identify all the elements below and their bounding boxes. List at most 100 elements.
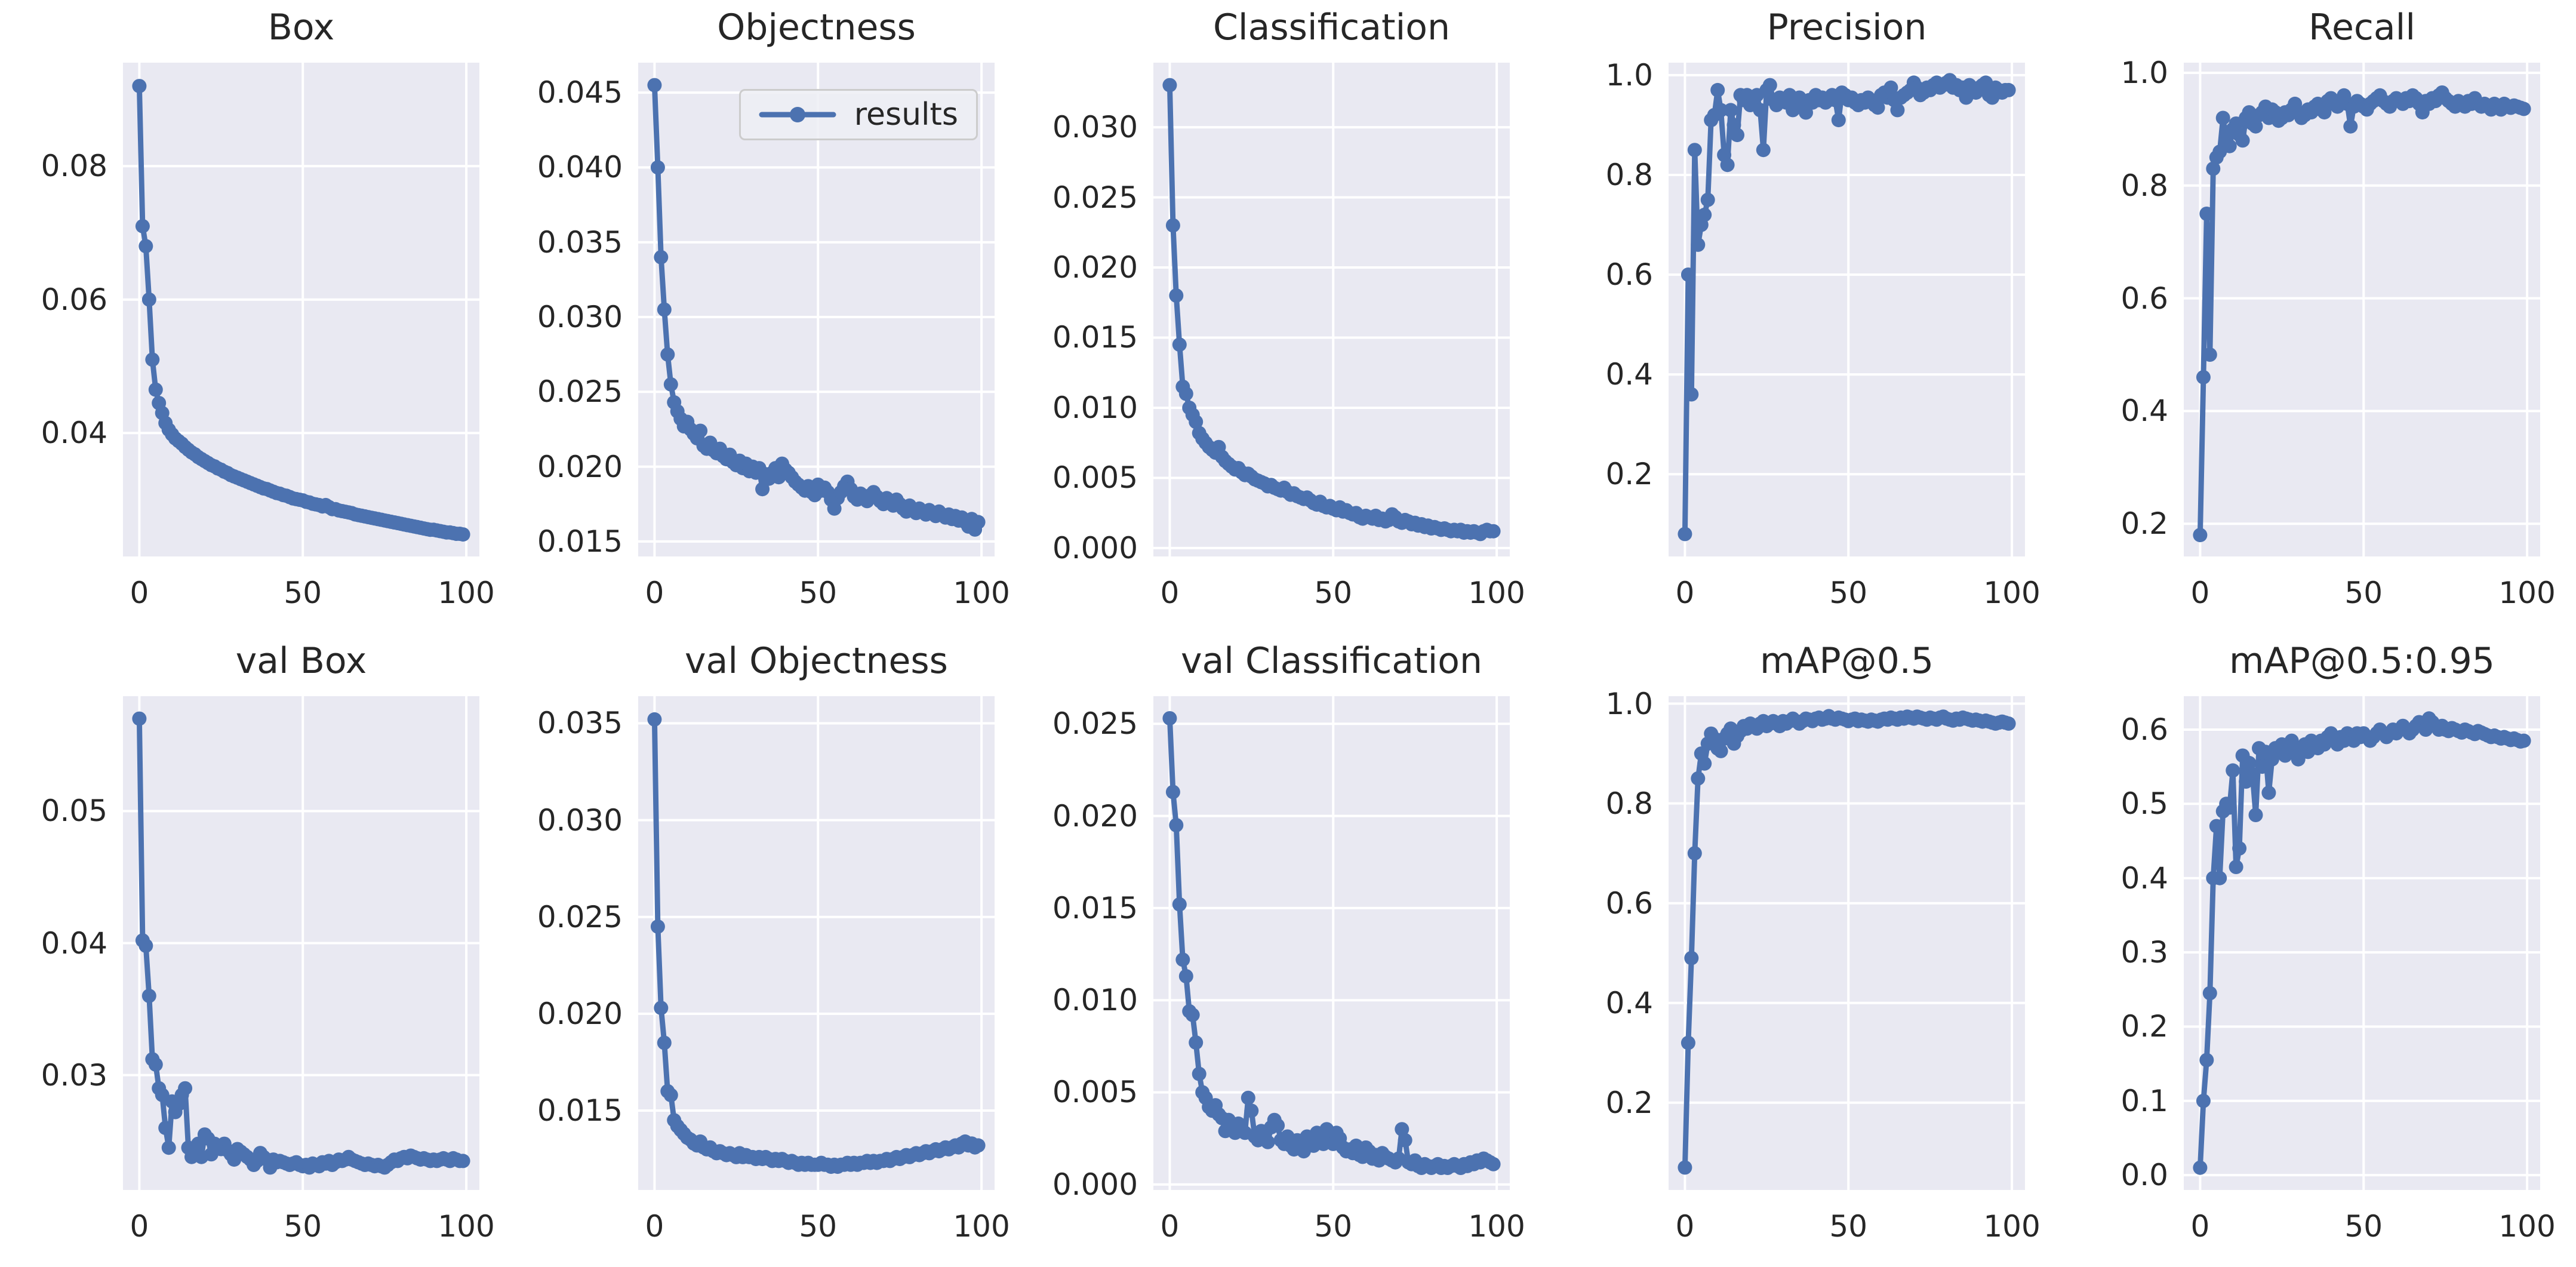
- y-tick-label: 0.005: [1052, 460, 1138, 496]
- y-tick-label: 0.8: [1605, 157, 1653, 192]
- y-tick-label: 0.8: [1605, 786, 1653, 821]
- line-chart-svg: [123, 696, 479, 1190]
- subplot-map50: mAP@0.5 0.2 0.4 0.6 0.8 1.0 0 50 100: [1546, 634, 2061, 1267]
- axes: results 0.015 0.020 0.025 0.030 0.035 0.040 0.…: [537, 63, 1010, 610]
- y-tick-label: 0.045: [537, 75, 623, 110]
- x-tick-label: 50: [2344, 1209, 2383, 1244]
- line-chart-svg: [2184, 63, 2540, 556]
- x-tick-label: 0: [2190, 576, 2210, 610]
- x-tick-label: 50: [1314, 576, 1353, 610]
- y-tick-label: 0.05: [41, 794, 107, 829]
- subplot-val-objectness: val Objectness 0.015 0.020 0.025 0.030 0.035…: [515, 634, 1030, 1267]
- x-tick-label: 100: [2498, 576, 2556, 610]
- subplot-map50-95: mAP@0.5:0.95 0.0 0.1 0.2 0.3 0.4 0.5 0.6 0 50 100: [2061, 634, 2576, 1267]
- y-tick-label: 0.025: [537, 374, 623, 410]
- y-tick-label: 0.8: [2120, 168, 2168, 203]
- y-tick-label: 0.5: [2120, 786, 2168, 822]
- x-tick-label: 0: [130, 576, 149, 610]
- x-tick-label: 50: [1829, 1209, 1868, 1244]
- y-tick-label: 1.0: [2120, 55, 2168, 90]
- line-chart-svg: [1153, 696, 1510, 1190]
- legend-line-sample-icon: [759, 107, 836, 122]
- y-tick-label: 0.4: [1605, 985, 1653, 1020]
- x-tick-label: 100: [1983, 1209, 2041, 1244]
- x-tick-label: 0: [645, 576, 664, 610]
- subplot-recall: Recall 0.2 0.4 0.6 0.8 1.0 0 50 100: [2061, 0, 2576, 634]
- x-tick-label: 100: [438, 1209, 495, 1244]
- plot-title: Recall: [2308, 7, 2415, 48]
- subplot-objectness: Objectness results 0.015 0.020 0.025 0.030 0…: [515, 0, 1030, 634]
- y-tick-label: 0.040: [537, 150, 623, 185]
- y-tick-label: 0.0: [2120, 1158, 2168, 1193]
- legend-label: results: [854, 97, 958, 133]
- plot-title: val Box: [235, 640, 367, 682]
- y-tick-label: 0.015: [1052, 320, 1138, 355]
- y-tick-label: 0.2: [2120, 1009, 2168, 1044]
- legend: results: [738, 89, 978, 140]
- x-tick-label: 50: [1314, 1209, 1353, 1244]
- line-chart-svg: [1669, 63, 2025, 556]
- line-chart-svg: [638, 696, 995, 1190]
- y-tick-label: 0.6: [1605, 885, 1653, 921]
- x-tick-label: 0: [1160, 576, 1180, 610]
- axes: 0.2 0.4 0.6 0.8 1.0 0 50 100: [1605, 687, 2040, 1244]
- plot-title: mAP@0.5: [1759, 640, 1934, 682]
- y-tick-label: 0.035: [537, 706, 623, 741]
- x-tick-label: 100: [1468, 1209, 1525, 1244]
- y-tick-label: 0.04: [41, 925, 107, 961]
- axes: 0.000 0.005 0.010 0.015 0.020 0.025 0.030 0 50 10…: [1052, 63, 1525, 610]
- y-tick-label: 0.000: [1052, 1167, 1138, 1202]
- x-tick-label: 100: [1983, 576, 2041, 610]
- y-tick-label: 0.030: [537, 802, 623, 838]
- axes: 0.2 0.4 0.6 0.8 1.0 0 50 100: [2120, 56, 2555, 610]
- axes: 0.03 0.04 0.05 0 50 100: [41, 696, 495, 1244]
- y-tick-label: 0.4: [2120, 860, 2168, 896]
- y-tick-label: 0.3: [2120, 935, 2168, 970]
- y-tick-label: 0.08: [41, 149, 107, 184]
- y-tick-label: 0.020: [537, 996, 623, 1031]
- y-tick-label: 0.06: [41, 282, 107, 317]
- axes: 0.0 0.1 0.2 0.3 0.4 0.5 0.6 0 50 100: [2120, 696, 2556, 1244]
- x-tick-label: 50: [2344, 576, 2383, 610]
- y-tick-label: 0.000: [1052, 530, 1138, 565]
- y-tick-label: 0.005: [1052, 1075, 1138, 1110]
- y-tick-label: 0.2: [1605, 457, 1653, 492]
- y-tick-label: 0.015: [537, 524, 623, 559]
- plot-title: Box: [267, 7, 335, 48]
- x-tick-label: 50: [799, 1209, 838, 1244]
- y-tick-label: 1.0: [1605, 686, 1653, 721]
- x-tick-label: 0: [1675, 576, 1695, 610]
- y-tick-label: 0.010: [1052, 390, 1138, 425]
- x-tick-label: 0: [1160, 1209, 1180, 1244]
- plot-title: Precision: [1766, 7, 1927, 48]
- y-tick-label: 0.020: [1052, 798, 1138, 834]
- y-tick-label: 0.6: [1605, 257, 1653, 293]
- y-tick-label: 0.035: [537, 225, 623, 260]
- y-tick-label: 0.015: [1052, 890, 1138, 925]
- line-chart-svg: [2184, 696, 2540, 1190]
- y-tick-label: 0.025: [1052, 706, 1138, 742]
- axes: 0.2 0.4 0.6 0.8 1.0 0 50 100: [1605, 58, 2040, 610]
- x-tick-label: 100: [2498, 1209, 2556, 1244]
- y-tick-label: 0.04: [41, 416, 107, 451]
- x-tick-label: 100: [1468, 576, 1525, 610]
- plot-title: val Objectness: [685, 640, 948, 682]
- subplot-precision: Precision 0.2 0.4 0.6 0.8 1.0 0 50 100: [1546, 0, 2061, 634]
- y-tick-label: 0.03: [41, 1057, 107, 1093]
- line-chart-svg: [1669, 696, 2025, 1190]
- y-tick-label: 0.025: [537, 899, 623, 934]
- axes: 0.04 0.06 0.08 0 50 100: [41, 63, 495, 610]
- x-tick-label: 0: [130, 1209, 149, 1244]
- plot-title: mAP@0.5:0.95: [2229, 640, 2495, 682]
- x-tick-label: 100: [953, 1209, 1010, 1244]
- y-tick-label: 0.4: [1605, 357, 1653, 392]
- y-tick-label: 0.4: [2120, 393, 2168, 429]
- y-tick-label: 0.025: [1052, 180, 1138, 215]
- x-tick-label: 50: [284, 1209, 322, 1244]
- y-tick-label: 0.010: [1052, 983, 1138, 1018]
- x-tick-label: 0: [1675, 1209, 1695, 1244]
- y-tick-label: 0.030: [1052, 110, 1138, 145]
- y-tick-label: 1.0: [1605, 57, 1653, 93]
- x-tick-label: 50: [1829, 576, 1868, 610]
